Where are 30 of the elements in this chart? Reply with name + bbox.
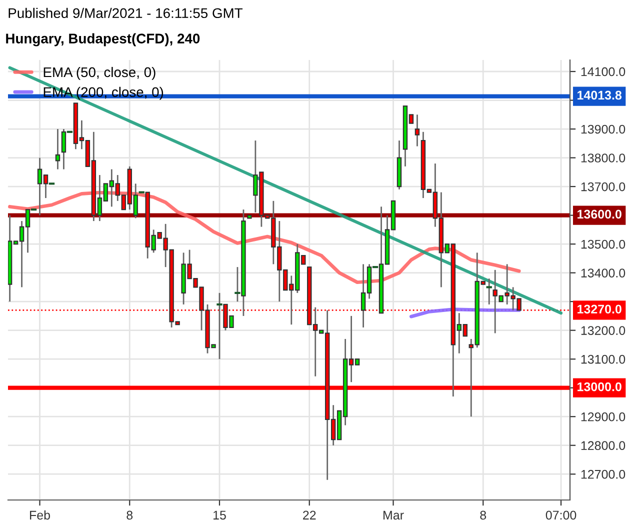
x-tick-label: 15 <box>214 510 226 520</box>
x-tick-label: 22 <box>303 510 316 520</box>
x-tick-label: Mar <box>384 510 404 520</box>
chart-title: Hungary, Budapest(CFD), 240 <box>6 33 200 46</box>
y-tick-label: 13500.0 <box>581 240 626 249</box>
y-tick-label: 13700.0 <box>581 182 626 192</box>
candlestick <box>61 128 66 170</box>
ref-line-label: 14013.8 <box>578 90 622 100</box>
y-tick-label: 12700.0 <box>581 470 626 479</box>
y-tick-label: 13200.0 <box>581 326 626 335</box>
y-tick-label: 13800.0 <box>581 154 626 162</box>
y-tick-label: 13900.0 <box>581 124 626 134</box>
ref-line-label: 13270.0 <box>578 304 622 314</box>
text: Published 9/Mar/2021 - 16:11:55 GMT <box>8 8 243 18</box>
legend-label: EMA (50, close, 0) <box>44 66 156 80</box>
y-tick-label: 14100.0 <box>581 67 626 76</box>
x-tick-label: Feb <box>30 510 50 520</box>
x-tick-label: 07:00 <box>546 510 576 520</box>
candlestick <box>216 292 222 360</box>
y-tick-label: 12800.0 <box>581 441 626 450</box>
line-series <box>409 308 521 318</box>
ref-line-label: 13000.0 <box>578 382 622 392</box>
x-tick-label: 8 <box>126 510 133 520</box>
y-tick-label: 13100.0 <box>581 354 626 364</box>
candlestick <box>55 128 60 170</box>
y-tick-label: 12900.0 <box>581 412 626 422</box>
x-tick-label: 8 <box>480 510 486 520</box>
y-tick-label: 13400.0 <box>581 268 626 278</box>
ref-line-label: 13600.0 <box>578 210 622 219</box>
candlestick <box>414 114 420 147</box>
